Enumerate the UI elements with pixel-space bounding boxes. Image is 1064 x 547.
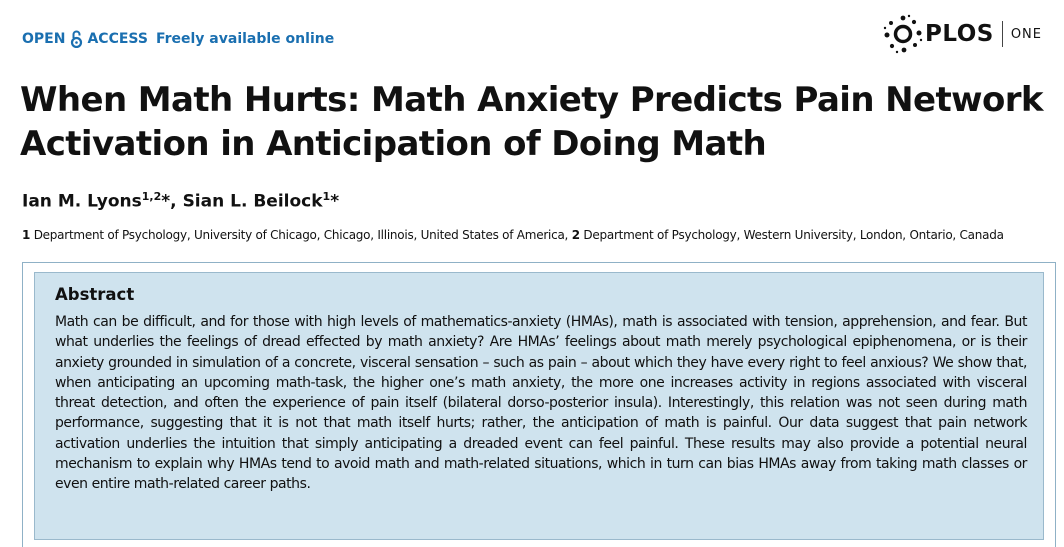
plos-one-logo[interactable]: PLOS ONE	[883, 14, 1042, 54]
abstract-text: Math can be difficult, and for those wit…	[55, 314, 1027, 493]
open-lock-icon	[71, 30, 83, 48]
corresponding-mark: *	[330, 191, 340, 212]
abstract-frame	[22, 262, 1056, 547]
affiliation-number: 2	[571, 228, 580, 242]
affiliation-text: Department of Psychology, Western Univer…	[583, 228, 1004, 242]
open-access-label-right: ACCESS	[87, 31, 148, 47]
open-access-banner: OPEN ACCESS Freely available online	[22, 30, 334, 48]
author-name[interactable]: Ian M. Lyons	[22, 191, 142, 212]
plos-wordmark: PLOS	[925, 21, 994, 47]
article-title: When Math Hurts: Math Anxiety Predicts P…	[20, 80, 1044, 164]
affiliation-number: 1	[22, 228, 31, 242]
abstract-heading: Abstract	[55, 285, 135, 304]
affiliation-text: Department of Psychology, University of …	[33, 228, 569, 242]
author-separator: ,	[170, 191, 183, 212]
corresponding-mark: *	[161, 191, 171, 212]
author-affiliation-sup: 1,2	[141, 190, 162, 203]
journal-name: ONE	[1010, 26, 1042, 42]
freely-available-label: Freely available online	[155, 31, 335, 47]
author-list: Ian M. Lyons1,2*, Sian L. Beilock1*	[22, 190, 339, 212]
affiliations: 1 Department of Psychology, University o…	[22, 228, 1004, 242]
abstract-box: Abstract Math can be difficult, and for …	[34, 272, 1044, 540]
plos-logo-mark-icon	[883, 14, 923, 54]
logo-divider	[1001, 21, 1003, 47]
open-access-label-left: OPEN	[22, 31, 66, 47]
author-affiliation-sup: 1	[322, 190, 331, 203]
author-name[interactable]: Sian L. Beilock	[182, 191, 323, 212]
